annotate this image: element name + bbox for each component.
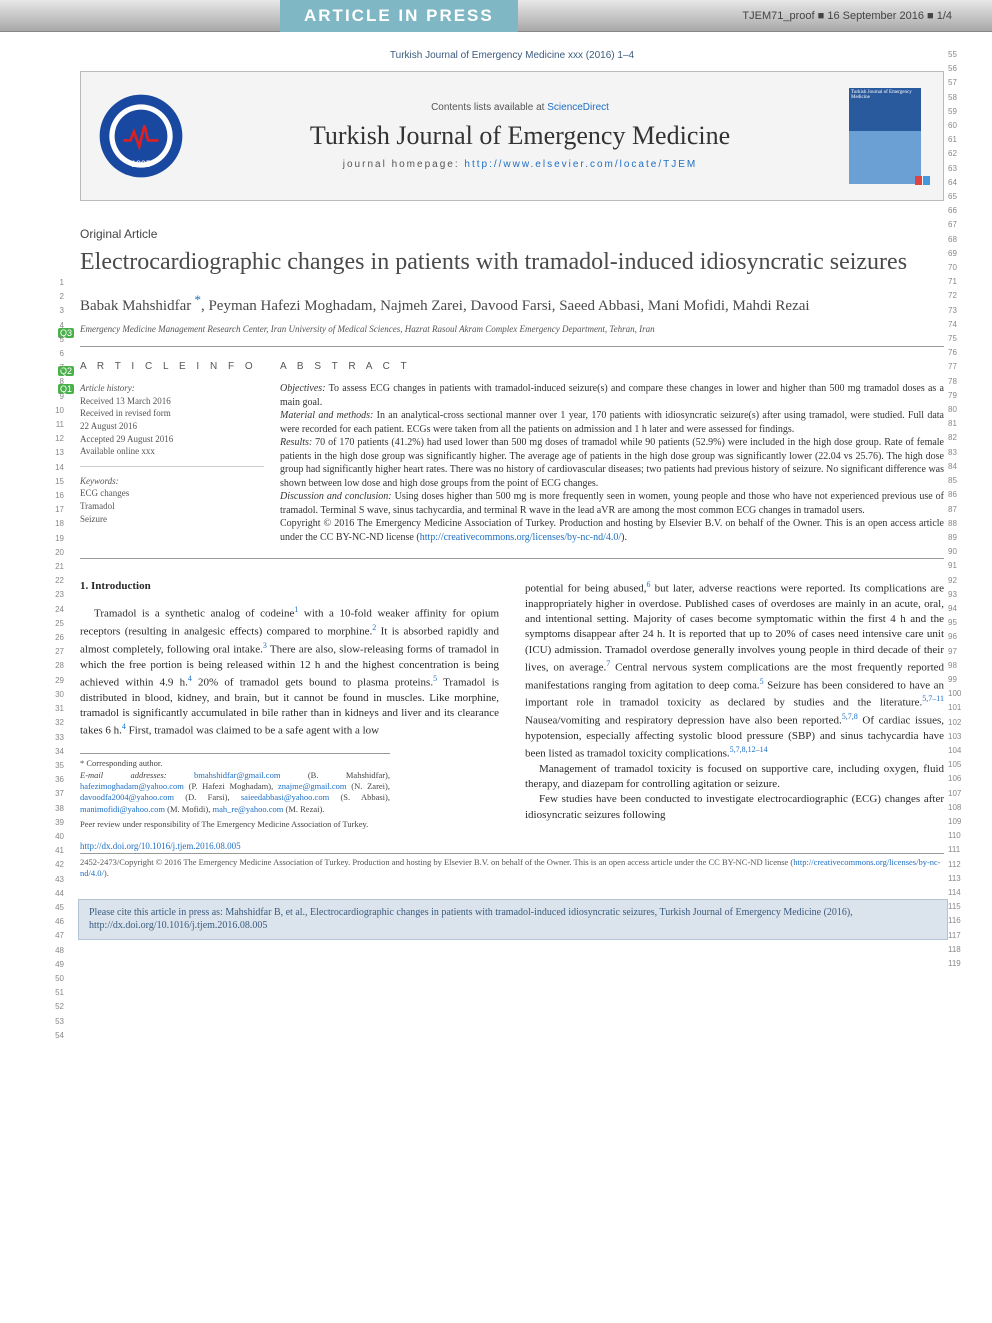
sciencedirect-line: Contents lists available at ScienceDirec… [191, 102, 849, 113]
article-history: Article history: Received 13 March 2016 … [80, 382, 264, 467]
page-area: Turkish Journal of Emergency Medicine xx… [0, 32, 992, 889]
doi-line: http://dx.doi.org/10.1016/j.tjem.2016.08… [80, 841, 944, 851]
doi-link[interactable]: http://dx.doi.org/10.1016/j.tjem.2016.08… [80, 841, 241, 851]
svg-text:1995: 1995 [131, 159, 151, 169]
email-addresses: E-mail addresses: bmahshidfar@gmail.com … [80, 770, 390, 816]
body-col-left: 1. Introduction Tramadol is a synthetic … [80, 579, 499, 831]
article-title: Electrocardiographic changes in patients… [80, 247, 944, 277]
article-in-press-badge: ARTICLE IN PRESS [280, 0, 518, 32]
proof-header: ARTICLE IN PRESS TJEM71_proof ■ 16 Septe… [0, 0, 992, 32]
author-list: Babak Mahshidfar *, Peyman Hafezi Moghad… [80, 298, 810, 314]
line-numbers-left: 1234567891011121314151617181920212223242… [46, 276, 64, 1043]
abstract-head: A B S T R A C T [280, 361, 944, 372]
article-info-col: A R T I C L E I N F O Article history: R… [80, 361, 280, 544]
proof-info: TJEM71_proof ■ 16 September 2016 ■ 1/4 [742, 10, 952, 22]
keywords: Keywords: ECG changes Tramadol Seizure [80, 475, 264, 533]
email-link[interactable]: hafezimoghadam@yahoo.com [80, 781, 184, 791]
citation-header: Turkish Journal of Emergency Medicine xx… [80, 50, 944, 61]
info-abstract-row: A R T I C L E I N F O Article history: R… [80, 361, 944, 559]
cover-thumb-wrap: Turkish Journal of Emergency Medicine [849, 88, 933, 184]
journal-cover-thumb: Turkish Journal of Emergency Medicine [849, 88, 921, 184]
cite-box: Please cite this article in press as: Ma… [78, 899, 948, 940]
cc-license-link[interactable]: http://creativecommons.org/licenses/by-n… [420, 532, 621, 543]
journal-name: Turkish Journal of Emergency Medicine [191, 121, 849, 151]
intro-para-right-2: Management of tramadol toxicity is focus… [525, 762, 944, 792]
email-link[interactable]: bmahshidfar@gmail.com [194, 770, 280, 780]
crossmark-icon [915, 176, 931, 186]
masthead-center: Contents lists available at ScienceDirec… [191, 102, 849, 170]
homepage-link[interactable]: http://www.elsevier.com/locate/TJEM [464, 159, 697, 170]
peer-review-note: Peer review under responsibility of The … [80, 819, 390, 830]
section-heading-intro: 1. Introduction [80, 579, 499, 594]
abstract-col: A B S T R A C T Objectives: To assess EC… [280, 361, 944, 544]
email-link[interactable]: znajme@gmail.com [278, 781, 347, 791]
homepage-line: journal homepage: http://www.elsevier.co… [191, 159, 849, 170]
abstract-text: Objectives: To assess ECG changes in pat… [280, 382, 944, 544]
intro-para-1: Tramadol is a synthetic analog of codein… [80, 604, 499, 739]
email-link[interactable]: mah_re@yahoo.com [213, 804, 284, 814]
article-type: Original Article [80, 227, 944, 241]
society-logo: 1995 [91, 92, 191, 180]
body-col-right: potential for being abused,6 but later, … [525, 579, 944, 831]
corresponding-mark: * [191, 292, 201, 307]
journal-masthead: 1995 Contents lists available at Science… [80, 71, 944, 201]
copyright-footer: 2452-2473/Copyright © 2016 The Emergency… [80, 853, 944, 879]
sciencedirect-link[interactable]: ScienceDirect [547, 102, 609, 113]
corresponding-note: * Corresponding author. [80, 758, 390, 769]
article-info-head: A R T I C L E I N F O [80, 361, 264, 372]
email-link[interactable]: saieedabbasi@yahoo.com [241, 792, 329, 802]
body-columns: 1. Introduction Tramadol is a synthetic … [80, 579, 944, 831]
email-link[interactable]: manimofidi@yahoo.com [80, 804, 165, 814]
intro-para-right-3: Few studies have been conducted to inves… [525, 792, 944, 822]
intro-para-right-1: potential for being abused,6 but later, … [525, 579, 944, 762]
email-link[interactable]: davoodfa2004@yahoo.com [80, 792, 174, 802]
affiliation: Emergency Medicine Management Research C… [80, 324, 944, 347]
authors: Babak Mahshidfar *, Peyman Hafezi Moghad… [80, 291, 944, 316]
footnotes: * Corresponding author. E-mail addresses… [80, 753, 390, 831]
line-numbers-right: 5556575859606162636465666768697071727374… [948, 48, 966, 971]
